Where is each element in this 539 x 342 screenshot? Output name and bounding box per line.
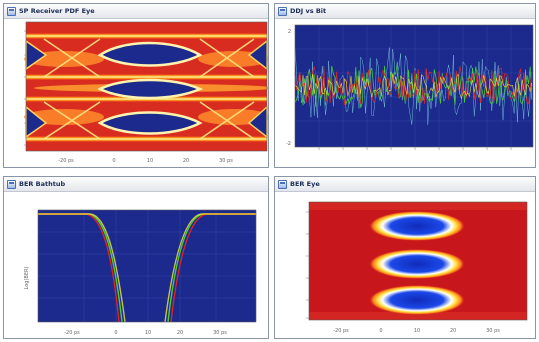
x-tick-label: -20 ps [64, 330, 80, 336]
window-icon [7, 179, 16, 189]
x-tick-label: 20 [183, 158, 189, 164]
x-tick-label: 0 [112, 158, 115, 164]
ber-eye-pane[interactable]: BER Eye -20 ps 0 10 [274, 176, 536, 339]
ddj-titlebar[interactable]: DDJ vs Bit [275, 4, 535, 19]
window-icon [278, 179, 287, 189]
ddj-trace [294, 73, 533, 100]
y-ticks [24, 30, 26, 146]
pdf-eye-titlebar[interactable]: SP Receiver PDF Eye [4, 4, 268, 19]
y-tick-label: 2 [288, 29, 291, 35]
ddj-plot[interactable]: 2 -2 [275, 19, 536, 168]
x-tick-label: 30 ps [213, 330, 227, 336]
x-tick-label: 30 ps [486, 328, 500, 334]
x-tick-label: -20 ps [333, 328, 349, 334]
y-ticks [306, 211, 309, 319]
pdf-eye-plot[interactable]: -20 ps 0 10 20 30 ps [4, 19, 269, 168]
x-tick-label: 10 [145, 330, 151, 336]
x-tick-label: 10 [414, 328, 420, 334]
bathtub-titlebar[interactable]: BER Bathtub [4, 177, 268, 192]
pane-title: BER Eye [290, 180, 320, 188]
x-tick-label: 10 [147, 158, 153, 164]
ddj-trace [294, 47, 533, 125]
bathtub-plot[interactable]: Log(BER) -20 ps 0 10 20 30 ps [4, 192, 269, 339]
ber-bathtub-pane[interactable]: BER Bathtub Log(BER) -20 ps 0 10 20 30 p… [3, 176, 269, 339]
x-tick-label: -20 ps [58, 158, 74, 164]
pane-title: BER Bathtub [19, 180, 66, 188]
ber-eye-titlebar[interactable]: BER Eye [275, 177, 535, 192]
x-tick-label: 30 ps [219, 158, 233, 164]
pane-title: DDJ vs Bit [290, 7, 327, 15]
x-tick-label: 0 [114, 330, 117, 336]
pdf-eye-pane[interactable]: SP Receiver PDF Eye [3, 3, 269, 168]
pane-title: SP Receiver PDF Eye [19, 7, 95, 15]
window-icon [278, 6, 287, 16]
ddj-trace [294, 61, 533, 108]
y-tick-label: -2 [286, 141, 291, 147]
window-icon [7, 6, 16, 16]
y-axis-label: Log(BER) [24, 267, 30, 290]
x-tick-label: 20 [177, 330, 183, 336]
ddj-vs-bit-pane[interactable]: DDJ vs Bit 2 -2 [274, 3, 536, 168]
x-tick-label: 20 [450, 328, 456, 334]
ber-eye-plot[interactable]: -20 ps 0 10 20 30 ps [275, 192, 536, 339]
x-tick-label: 0 [379, 328, 382, 334]
ddj-traces [294, 47, 533, 125]
x-ticks [318, 147, 512, 150]
